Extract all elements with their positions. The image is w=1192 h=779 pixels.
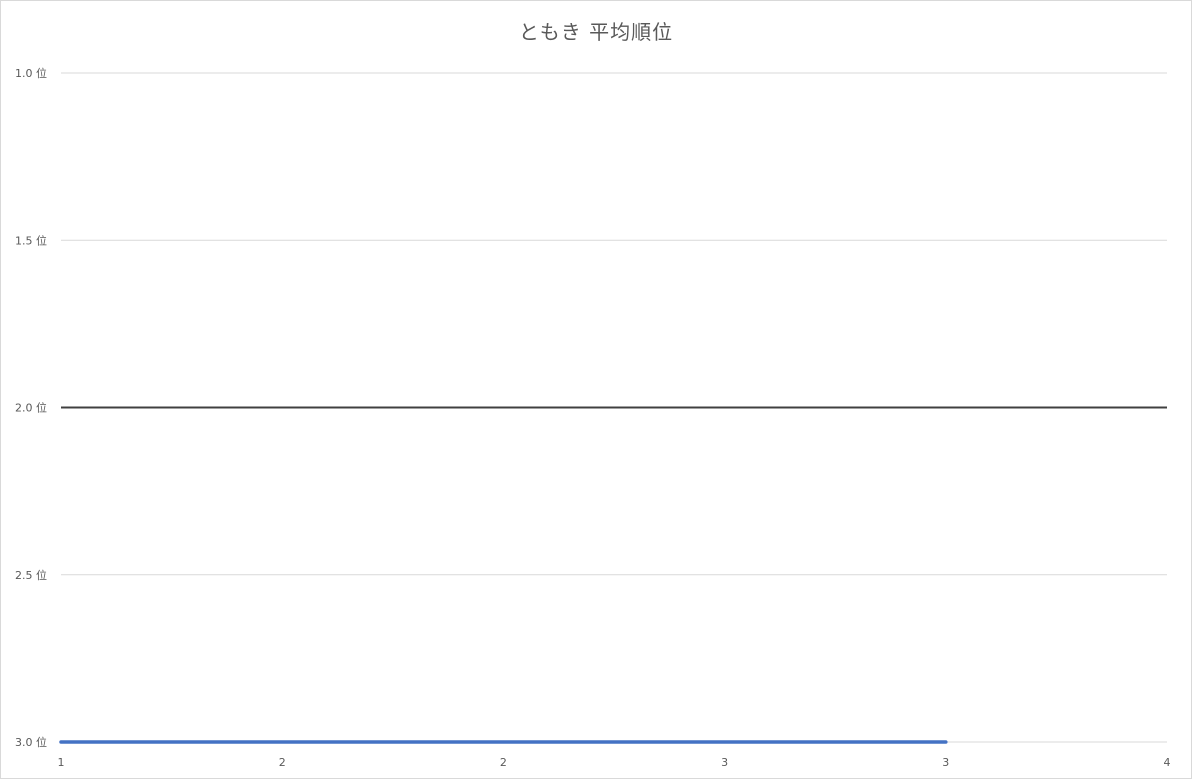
y-tick-label: 1.0 位 bbox=[15, 66, 47, 80]
data-point bbox=[501, 740, 505, 744]
data-point bbox=[280, 740, 284, 744]
y-tick-label: 3.0 位 bbox=[15, 735, 47, 749]
x-tick-label: 4 bbox=[1164, 756, 1171, 769]
x-tick-label: 3 bbox=[721, 756, 728, 769]
x-tick-label: 3 bbox=[942, 756, 949, 769]
y-axis-tick-labels: 1.0 位 1.5 位 2.0 位 2.5 位 3.0 位 bbox=[15, 66, 47, 749]
data-point bbox=[59, 740, 63, 744]
y-tick-label: 2.0 位 bbox=[15, 401, 47, 415]
x-tick-label: 2 bbox=[500, 756, 507, 769]
y-tick-label: 1.5 位 bbox=[15, 233, 47, 247]
y-tick-label: 2.5 位 bbox=[15, 568, 47, 582]
series-group bbox=[59, 740, 948, 744]
data-point bbox=[944, 740, 948, 744]
chart-title: ともき 平均順位 bbox=[518, 20, 674, 44]
x-axis-tick-labels: 1 2 2 3 3 4 bbox=[58, 756, 1171, 769]
x-tick-label: 2 bbox=[279, 756, 286, 769]
x-tick-label: 1 bbox=[58, 756, 65, 769]
data-point bbox=[723, 740, 727, 744]
